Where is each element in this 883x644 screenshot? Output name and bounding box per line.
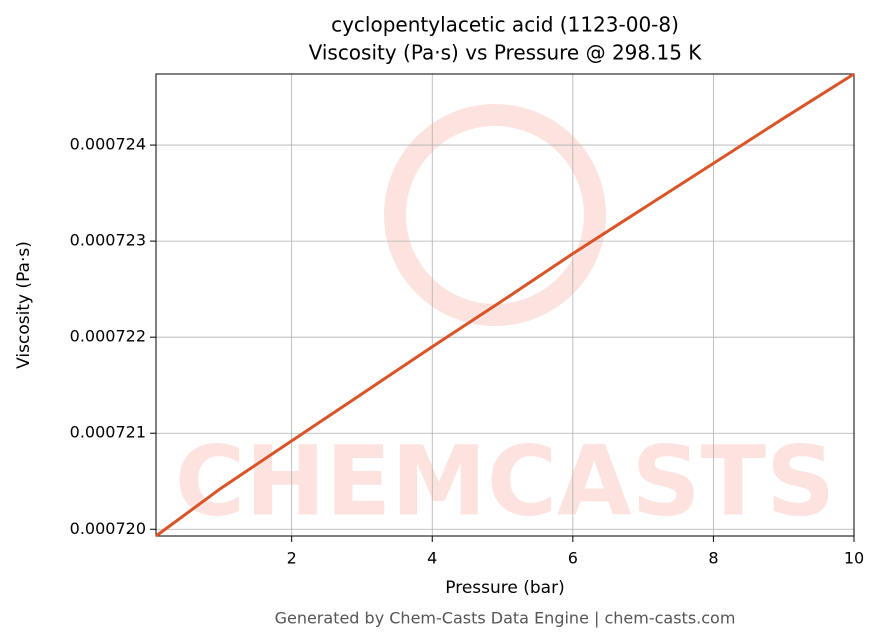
y-tick-label: 0.000721 bbox=[70, 423, 146, 442]
chart-subtitle: Viscosity (Pa·s) vs Pressure @ 298.15 K bbox=[309, 41, 703, 65]
x-axis-label: Pressure (bar) bbox=[445, 578, 564, 598]
x-tick-label: 6 bbox=[568, 549, 578, 568]
y-tick-label: 0.000723 bbox=[70, 231, 146, 250]
x-tick-label: 10 bbox=[844, 549, 864, 568]
data-line bbox=[155, 72, 855, 538]
y-tick-label: 0.000720 bbox=[70, 519, 146, 538]
chart-title: cyclopentylacetic acid (1123-00-8) bbox=[331, 13, 679, 37]
x-tick-label: 2 bbox=[287, 549, 297, 568]
watermark-logo bbox=[384, 104, 606, 326]
y-tick-label: 0.000722 bbox=[70, 327, 146, 346]
x-tick-label: 4 bbox=[427, 549, 437, 568]
plot-frame bbox=[155, 73, 855, 537]
footer: Generated by Chem-Casts Data Engine | ch… bbox=[275, 609, 736, 628]
y-tick-label: 0.000724 bbox=[70, 135, 146, 154]
y-axis-label: Viscosity (Pa·s) bbox=[14, 241, 34, 369]
watermark: CHEMCASTS bbox=[175, 425, 835, 537]
x-tick-label: 8 bbox=[708, 549, 718, 568]
